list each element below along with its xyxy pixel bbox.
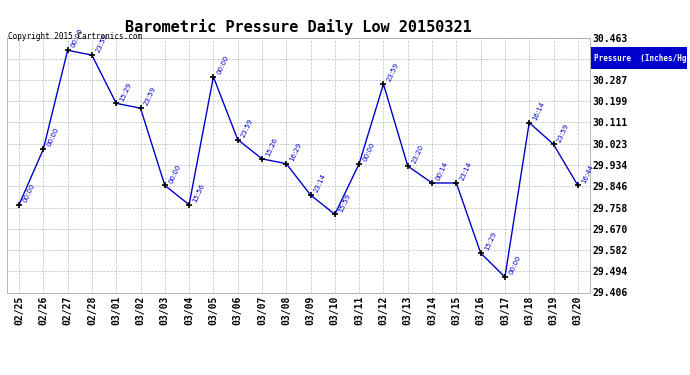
Text: 16:14: 16:14 <box>532 100 546 121</box>
Text: Copyright 2015 Cartronics.com: Copyright 2015 Cartronics.com <box>8 32 142 41</box>
Text: 15:56: 15:56 <box>192 183 206 203</box>
Text: 23:59: 23:59 <box>556 122 570 143</box>
Text: 23:14: 23:14 <box>459 161 473 182</box>
Text: 23:14: 23:14 <box>313 173 327 194</box>
Text: 00:00: 00:00 <box>216 54 230 75</box>
Text: 00:00: 00:00 <box>168 163 181 184</box>
Text: 23:59: 23:59 <box>386 62 400 82</box>
Text: 15:59: 15:59 <box>337 192 352 213</box>
Text: 00:00: 00:00 <box>508 255 522 276</box>
Text: 00:00: 00:00 <box>70 28 84 49</box>
Text: 15:29: 15:29 <box>484 231 497 252</box>
Text: 16:44: 16:44 <box>580 163 595 184</box>
Title: Barometric Pressure Daily Low 20150321: Barometric Pressure Daily Low 20150321 <box>125 19 472 35</box>
Text: 23:59: 23:59 <box>144 86 157 107</box>
Text: 23:59: 23:59 <box>95 33 108 54</box>
Text: 23:59: 23:59 <box>241 117 255 138</box>
Text: 00:00: 00:00 <box>46 127 60 148</box>
Text: Pressure  (Inches/Hg): Pressure (Inches/Hg) <box>594 54 690 63</box>
Text: 16:29: 16:29 <box>289 141 303 162</box>
Text: 23:20: 23:20 <box>411 144 424 165</box>
Text: 15:26: 15:26 <box>265 136 279 158</box>
Text: 00:00: 00:00 <box>362 141 376 162</box>
Text: 00:00: 00:00 <box>22 182 36 203</box>
Text: 00:14: 00:14 <box>435 161 448 182</box>
Text: 15:29: 15:29 <box>119 81 133 102</box>
